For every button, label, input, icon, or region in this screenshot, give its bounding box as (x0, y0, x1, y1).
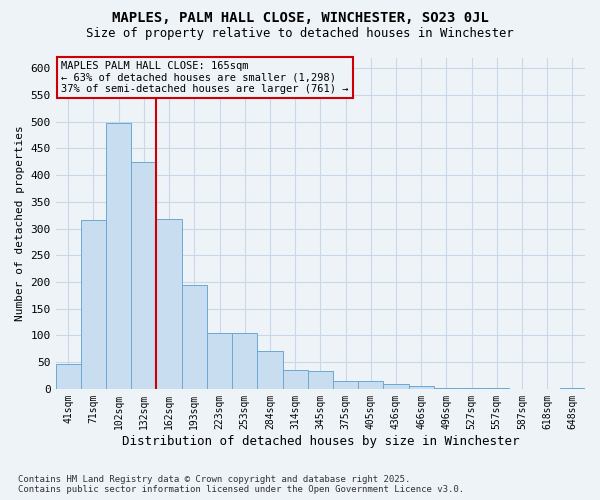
Bar (56, 364, 81, 389)
Bar (182, 284, 207, 389)
Text: MAPLES PALM HALL CLOSE: 165sqm
← 63% of detached houses are smaller (1,298)
37% : MAPLES PALM HALL CLOSE: 165sqm ← 63% of … (61, 61, 349, 94)
Bar (232, 332, 257, 389)
Bar (308, 371, 333, 389)
Text: Contains HM Land Registry data © Crown copyright and database right 2025.
Contai: Contains HM Land Registry data © Crown c… (18, 474, 464, 494)
X-axis label: Distribution of detached houses by size in Winchester: Distribution of detached houses by size … (122, 434, 519, 448)
Bar (333, 382, 358, 389)
Bar (459, 388, 484, 389)
Bar (383, 384, 409, 389)
Bar (257, 352, 283, 389)
Bar (434, 388, 459, 389)
Text: MAPLES, PALM HALL CLOSE, WINCHESTER, SO23 0JL: MAPLES, PALM HALL CLOSE, WINCHESTER, SO2… (112, 11, 488, 25)
Y-axis label: Number of detached properties: Number of detached properties (15, 126, 25, 321)
Bar (283, 370, 308, 389)
Bar (81, 220, 106, 389)
Bar (484, 388, 509, 389)
Bar (560, 388, 585, 389)
Bar (409, 386, 434, 389)
Bar (106, 123, 131, 389)
Bar (131, 162, 157, 389)
Bar (207, 332, 232, 389)
Bar (358, 382, 383, 389)
Bar (157, 219, 182, 389)
Text: Size of property relative to detached houses in Winchester: Size of property relative to detached ho… (86, 28, 514, 40)
